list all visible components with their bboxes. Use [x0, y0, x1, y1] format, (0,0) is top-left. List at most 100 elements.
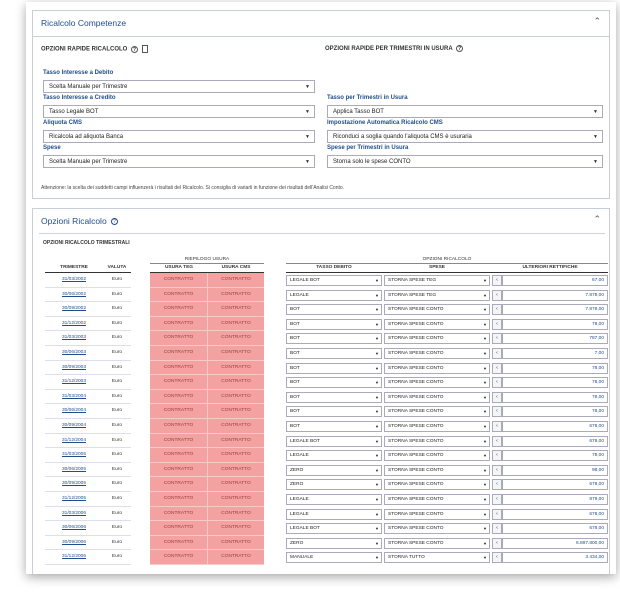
- ulteriori-rettifiche-input[interactable]: 78,00: [502, 377, 608, 389]
- ulteriori-rettifiche-input[interactable]: 78,00: [502, 391, 608, 403]
- trimestre-link[interactable]: 31/12/2005: [45, 492, 103, 507]
- chevron-left-button[interactable]: ‹: [492, 537, 502, 549]
- trimestre-link[interactable]: 31/03/2002: [45, 273, 103, 288]
- trimestre-link[interactable]: 31/03/2005: [45, 448, 103, 463]
- tasso-debito-select[interactable]: MANUALE ▼: [286, 552, 382, 564]
- ulteriori-rettifiche-input[interactable]: 678,00: [502, 479, 608, 491]
- spese-select[interactable]: STORNA SPESE TEG ▼: [384, 289, 490, 301]
- tasso-debito-select[interactable]: LEGALE BOT ▼: [286, 275, 382, 286]
- chevron-left-button[interactable]: ‹: [492, 275, 502, 286]
- tasso-debito-select[interactable]: BOT ▼: [286, 406, 382, 418]
- trimestre-link[interactable]: 30/06/2003: [45, 346, 103, 361]
- ulteriori-rettifiche-input[interactable]: 787,00: [502, 333, 608, 345]
- panel-header[interactable]: Ricalcolo Competenze ⌃: [33, 11, 609, 37]
- tasso-debito-select[interactable]: BOT ▼: [286, 377, 382, 389]
- spese-select[interactable]: STORNA SPESE CONTO ▼: [384, 450, 490, 462]
- ulteriori-rettifiche-input[interactable]: 7,00: [502, 348, 608, 359]
- ulteriori-rettifiche-input[interactable]: 78,00: [502, 318, 608, 330]
- tasso-debito-select[interactable]: LEGALE BOT ▼: [286, 435, 382, 447]
- trimestre-link[interactable]: 30/06/2006: [45, 521, 103, 536]
- auto-cms-select[interactable]: Riconduci a soglia quando l'aliquota CMS…: [327, 130, 603, 143]
- spese-select[interactable]: STORNA SPESE CONTO ▼: [384, 333, 490, 345]
- chevron-left-button[interactable]: ‹: [492, 406, 502, 418]
- trimestre-link[interactable]: 31/12/2004: [45, 434, 103, 449]
- chevron-left-button[interactable]: ‹: [492, 494, 502, 505]
- trimestre-link[interactable]: 31/03/2006: [45, 507, 103, 522]
- spese-select[interactable]: STORNA SPESE CONTO ▼: [384, 406, 490, 418]
- chevron-left-button[interactable]: ‹: [492, 391, 502, 403]
- trimestre-link[interactable]: 30/06/2002: [45, 288, 103, 303]
- chevron-left-button[interactable]: ‹: [492, 523, 502, 535]
- chevron-left-button[interactable]: ‹: [492, 318, 502, 330]
- tasso-debito-select[interactable]: LEGALE ▼: [286, 289, 382, 301]
- aliquota-cms-select[interactable]: Ricalcola ad aliquota Banca ▼: [43, 130, 315, 143]
- ulteriori-rettifiche-input[interactable]: 6.897.800,00: [502, 537, 608, 549]
- ulteriori-rettifiche-input[interactable]: 879,00: [502, 494, 608, 505]
- chevron-left-button[interactable]: ‹: [492, 333, 502, 345]
- chevron-left-button[interactable]: ‹: [492, 304, 502, 316]
- spese-select[interactable]: STORNA SPESE CONTO ▼: [384, 464, 490, 476]
- trimestre-link[interactable]: 30/06/2005: [45, 463, 103, 478]
- spese-select[interactable]: STORNA SPESE CONTO ▼: [384, 318, 490, 330]
- tasso-debito-select[interactable]: BOT ▼: [286, 348, 382, 359]
- chevron-up-icon[interactable]: ⌃: [593, 16, 601, 26]
- spese-select[interactable]: STORNA SPESE CONTO ▼: [384, 304, 490, 316]
- trimestre-link[interactable]: 30/09/2002: [45, 302, 103, 317]
- ulteriori-rettifiche-input[interactable]: 678,00: [502, 421, 608, 432]
- ulteriori-rettifiche-input[interactable]: 67,00: [502, 275, 608, 286]
- tasso-debito-select[interactable]: BOT ▼: [286, 421, 382, 432]
- tasso-debito-select[interactable]: LEGALE BOT ▼: [286, 523, 382, 535]
- tasso-credito-select[interactable]: Tasso Legale BOT ▼: [43, 105, 315, 118]
- spese-select[interactable]: STORNA SPESE CONTO ▼: [384, 435, 490, 447]
- trimestre-link[interactable]: 31/03/2004: [45, 390, 103, 405]
- chevron-left-button[interactable]: ‹: [492, 421, 502, 432]
- trimestre-link[interactable]: 31/12/2002: [45, 317, 103, 332]
- chevron-left-button[interactable]: ‹: [492, 289, 502, 301]
- spese-select[interactable]: STORNA SPESE CONTO ▼: [384, 362, 490, 374]
- spese-select[interactable]: STORNA SPESE CONTO ▼: [384, 391, 490, 403]
- trimestre-link[interactable]: 31/03/2003: [45, 331, 103, 346]
- help-icon[interactable]: ?: [131, 45, 139, 53]
- tasso-debito-select[interactable]: BOT ▼: [286, 391, 382, 403]
- spese-select[interactable]: STORNA SPESE CONTO ▼: [384, 377, 490, 389]
- chevron-left-button[interactable]: ‹: [492, 464, 502, 476]
- trimestre-link[interactable]: 30/09/2005: [45, 477, 103, 492]
- spese-select[interactable]: STORNA SPESE TEG ▼: [384, 275, 490, 286]
- chevron-left-button[interactable]: ‹: [492, 508, 502, 520]
- tasso-debito-select[interactable]: Scelta Manuale per Trimestre ▼: [43, 80, 315, 93]
- spese-select[interactable]: Scelta Manuale per Trimestre ▼: [43, 155, 315, 168]
- panel-header[interactable]: Opzioni Ricalcolo ? ⌃: [33, 209, 609, 235]
- chevron-left-button[interactable]: ‹: [492, 552, 502, 564]
- help-icon[interactable]: ?: [456, 45, 464, 52]
- tasso-debito-select[interactable]: BOT ▼: [286, 362, 382, 374]
- trimestre-link[interactable]: 31/12/2006: [45, 550, 103, 565]
- trimestre-link[interactable]: 31/12/2003: [45, 375, 103, 390]
- spese-select[interactable]: STORNA TUTTO ▼: [384, 552, 490, 564]
- help-icon[interactable]: ?: [111, 218, 119, 226]
- ulteriori-rettifiche-input[interactable]: 678,00: [502, 435, 608, 447]
- spese-usura-select[interactable]: Storna solo le spese CONTO ▼: [327, 155, 603, 168]
- tasso-debito-select[interactable]: ZERO ▼: [286, 537, 382, 549]
- ulteriori-rettifiche-input[interactable]: 3.434,00: [502, 552, 608, 564]
- ulteriori-rettifiche-input[interactable]: 78,00: [502, 406, 608, 418]
- chevron-left-button[interactable]: ‹: [492, 479, 502, 491]
- chevron-up-icon[interactable]: ⌃: [593, 214, 601, 224]
- ulteriori-rettifiche-input[interactable]: 678,00: [502, 523, 608, 535]
- tasso-debito-select[interactable]: ZERO ▼: [286, 479, 382, 491]
- spese-select[interactable]: STORNA SPESE CONTO ▼: [384, 348, 490, 359]
- tasso-debito-select[interactable]: LEGALE ▼: [286, 494, 382, 505]
- trimestre-link[interactable]: 30/09/2004: [45, 419, 103, 434]
- chevron-left-button[interactable]: ‹: [492, 435, 502, 447]
- ulteriori-rettifiche-input[interactable]: 78,00: [502, 450, 608, 462]
- tasso-debito-select[interactable]: BOT ▼: [286, 304, 382, 316]
- tasso-usura-select[interactable]: Applica Tasso BOT ▼: [327, 105, 603, 118]
- spese-select[interactable]: STORNA SPESE CONTO ▼: [384, 494, 490, 505]
- ulteriori-rettifiche-input[interactable]: 678,00: [502, 508, 608, 520]
- spese-select[interactable]: STORNA SPESE CONTO ▼: [384, 523, 490, 535]
- tasso-debito-select[interactable]: ZERO ▼: [286, 464, 382, 476]
- ulteriori-rettifiche-input[interactable]: 7.878,00: [502, 289, 608, 301]
- ulteriori-rettifiche-input[interactable]: 78,00: [502, 362, 608, 374]
- tasso-debito-select[interactable]: LEGALE ▼: [286, 450, 382, 462]
- tasso-debito-select[interactable]: LEGALE ▼: [286, 508, 382, 520]
- spese-select[interactable]: STORNA SPESE CONTO ▼: [384, 508, 490, 520]
